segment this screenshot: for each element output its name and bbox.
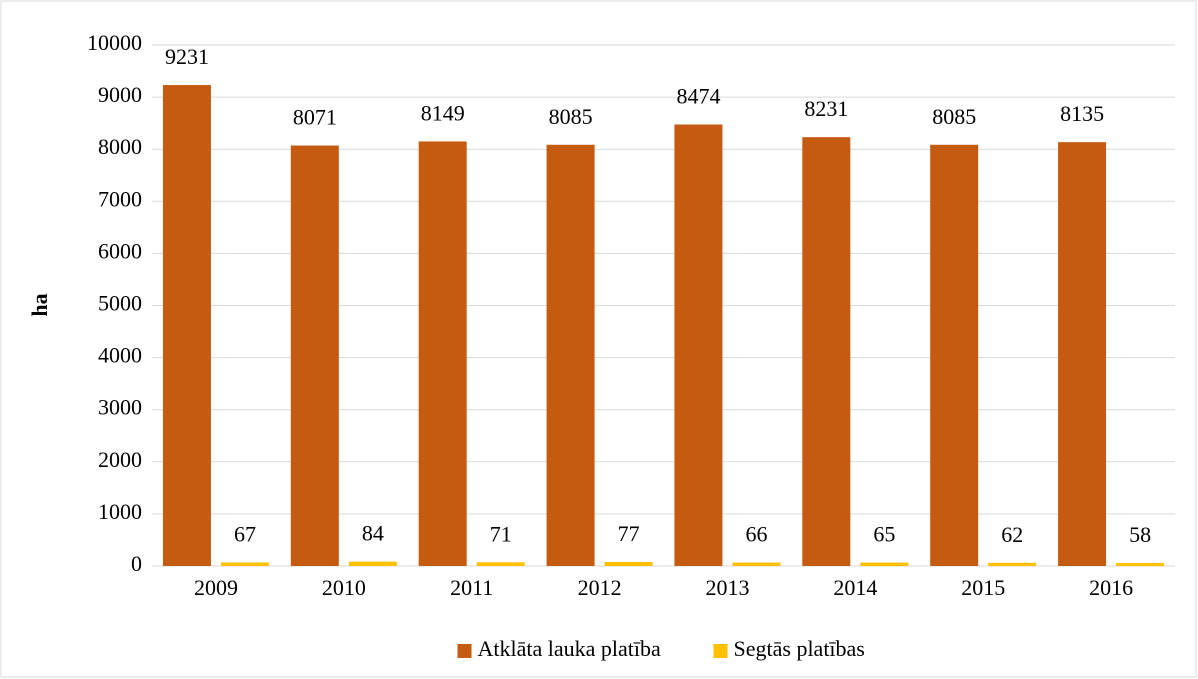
- y-tick-label: 1000: [98, 499, 142, 524]
- bar: [604, 561, 653, 566]
- data-label: 67: [234, 522, 256, 547]
- x-tick-label: 2013: [705, 575, 749, 600]
- bar: [732, 562, 781, 566]
- legend-swatch: [713, 644, 728, 658]
- bar: [290, 145, 339, 566]
- y-tick-label: 0: [131, 551, 142, 576]
- bar: [988, 562, 1037, 566]
- data-label: 71: [490, 521, 512, 546]
- bar: [546, 144, 595, 567]
- x-tick-label: 2009: [194, 575, 238, 600]
- y-tick-label: 7000: [98, 186, 142, 211]
- data-label: 8231: [804, 96, 848, 121]
- legend-label: Atklāta lauka platība: [478, 636, 661, 661]
- data-label: 77: [618, 521, 640, 546]
- x-tick-label: 2014: [833, 575, 877, 600]
- x-tick-label: 2010: [322, 575, 366, 600]
- bar: [1116, 562, 1165, 566]
- y-tick-label: 3000: [98, 395, 142, 420]
- data-label: 84: [362, 521, 384, 546]
- y-tick-label: 8000: [98, 134, 142, 159]
- data-label: 65: [873, 522, 895, 547]
- data-label: 8149: [421, 100, 465, 125]
- y-axis-label: ha: [27, 293, 52, 316]
- bar: [162, 85, 211, 566]
- y-tick-label: 10000: [87, 30, 142, 55]
- data-label: 58: [1129, 522, 1151, 547]
- bar: [674, 124, 723, 566]
- y-tick-label: 6000: [98, 238, 142, 263]
- x-tick-label: 2012: [578, 575, 622, 600]
- bar: [930, 144, 979, 567]
- bar: [802, 137, 851, 566]
- legend-swatch: [457, 644, 472, 658]
- x-tick-label: 2011: [450, 575, 493, 600]
- data-label: 66: [745, 522, 767, 547]
- data-label: 8085: [932, 104, 976, 129]
- bar: [860, 562, 909, 566]
- bar: [1058, 142, 1107, 566]
- y-tick-label: 2000: [98, 447, 142, 472]
- bar: [348, 561, 397, 566]
- bar: [476, 562, 525, 566]
- x-tick-label: 2015: [961, 575, 1005, 600]
- data-label: 62: [1001, 522, 1023, 547]
- y-tick-label: 9000: [98, 82, 142, 107]
- y-tick-label: 4000: [98, 343, 142, 368]
- bar: [418, 141, 467, 566]
- data-label: 8135: [1060, 101, 1104, 126]
- x-tick-label: 2016: [1089, 575, 1133, 600]
- data-label: 8071: [293, 105, 337, 130]
- data-label: 8474: [676, 84, 720, 109]
- data-label: 9231: [165, 44, 209, 69]
- data-label: 8085: [549, 104, 593, 129]
- bar: [220, 562, 269, 566]
- legend-label: Segtās platības: [734, 636, 865, 661]
- y-tick-label: 5000: [98, 291, 142, 316]
